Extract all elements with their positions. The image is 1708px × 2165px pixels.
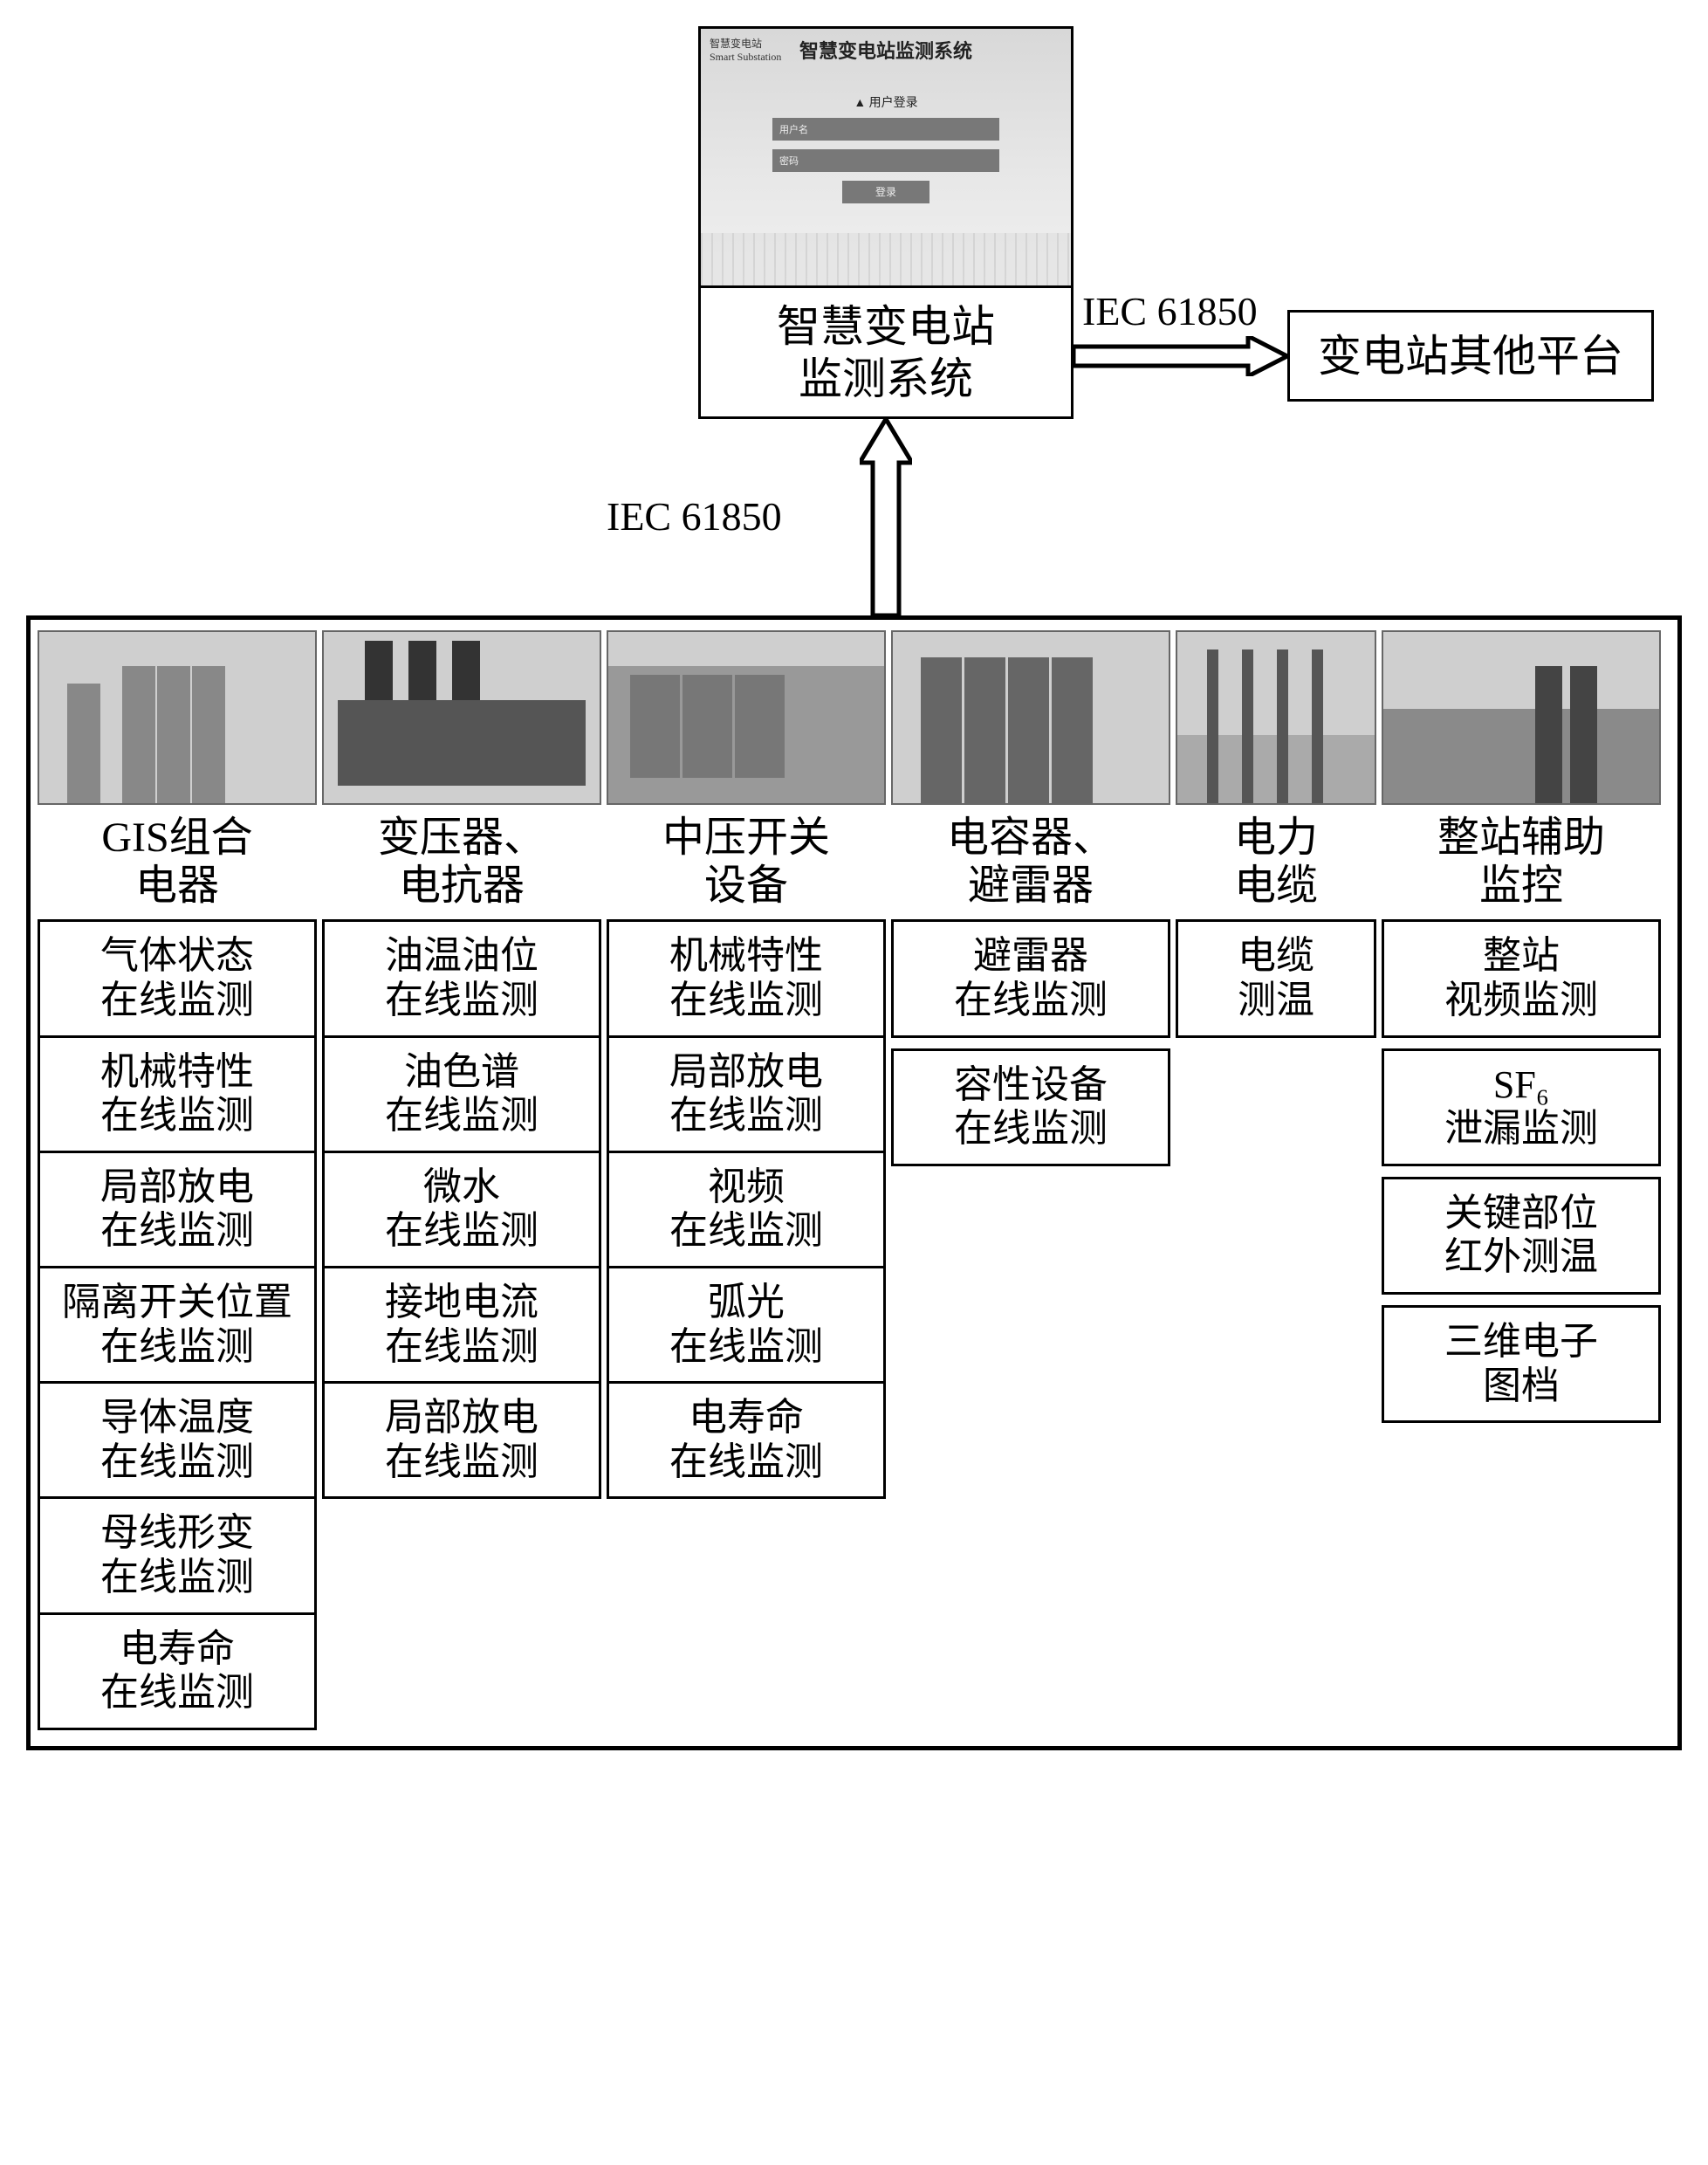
monitoring-item: 气体状态 在线监测 bbox=[38, 919, 317, 1037]
monitoring-item: 隔离开关位置 在线监测 bbox=[38, 1266, 317, 1384]
monitoring-item: 电缆 测温 bbox=[1176, 919, 1376, 1037]
monitoring-item: 三维电子 图档 bbox=[1382, 1305, 1661, 1423]
equipment-image bbox=[322, 630, 601, 805]
login-screenshot: 智慧变电站 Smart Substation 智慧变电站监测系统 ▲ 用户登录 … bbox=[698, 26, 1074, 288]
equipment-image bbox=[607, 630, 886, 805]
equipment-column-title: 变压器、 电抗器 bbox=[322, 814, 601, 910]
monitoring-item: 机械特性 在线监测 bbox=[607, 919, 886, 1037]
login-skyline-decoration bbox=[701, 233, 1071, 285]
other-platform-box: 变电站其他平台 bbox=[1287, 310, 1654, 402]
equipment-column-title: 电力 电缆 bbox=[1176, 814, 1376, 910]
monitoring-item: 导体温度 在线监测 bbox=[38, 1381, 317, 1499]
equipment-column-3: 电容器、 避雷器避雷器 在线监测容性设备 在线监测 bbox=[891, 630, 1170, 1166]
equipment-column-1: 变压器、 电抗器油温油位 在线监测油色谱 在线监测微水 在线监测接地电流 在线监… bbox=[322, 630, 601, 1499]
login-panel: ▲ 用户登录 用户名 密码 登录 bbox=[772, 93, 999, 203]
monitoring-item: 机械特性 在线监测 bbox=[38, 1035, 317, 1153]
monitoring-item: SF₆ 泄漏监测 bbox=[1382, 1048, 1661, 1166]
equipment-column-5: 整站辅助 监控整站 视频监测SF₆ 泄漏监测关键部位 红外测温三维电子 图档 bbox=[1382, 630, 1661, 1423]
monitoring-item: 接地电流 在线监测 bbox=[322, 1266, 601, 1384]
monitoring-item: 母线形变 在线监测 bbox=[38, 1496, 317, 1614]
login-password-field: 密码 bbox=[772, 149, 999, 172]
equipment-image bbox=[1176, 630, 1376, 805]
equipment-column-2: 中压开关 设备机械特性 在线监测局部放电 在线监测视频 在线监测弧光 在线监测电… bbox=[607, 630, 886, 1499]
monitoring-item: 油色谱 在线监测 bbox=[322, 1035, 601, 1153]
monitoring-item: 局部放电 在线监测 bbox=[38, 1151, 317, 1268]
equipment-column-0: GIS组合 电器气体状态 在线监测机械特性 在线监测局部放电 在线监测隔离开关位… bbox=[38, 630, 317, 1730]
login-button: 登录 bbox=[842, 181, 929, 203]
monitoring-item: 避雷器 在线监测 bbox=[891, 919, 1170, 1037]
monitoring-item: 微水 在线监测 bbox=[322, 1151, 601, 1268]
monitoring-item: 电寿命 在线监测 bbox=[607, 1381, 886, 1499]
arrow-up-label: IEC 61850 bbox=[607, 493, 782, 540]
equipment-column-title: 整站辅助 监控 bbox=[1382, 814, 1661, 910]
monitoring-item: 容性设备 在线监测 bbox=[891, 1048, 1170, 1166]
monitoring-item: 电寿命 在线监测 bbox=[38, 1612, 317, 1730]
login-logo: 智慧变电站 Smart Substation bbox=[710, 36, 781, 64]
monitoring-item: 整站 视频监测 bbox=[1382, 919, 1661, 1037]
equipment-image bbox=[1382, 630, 1661, 805]
monitoring-item: 局部放电 在线监测 bbox=[607, 1035, 886, 1153]
equipment-columns-container: GIS组合 电器气体状态 在线监测机械特性 在线监测局部放电 在线监测隔离开关位… bbox=[26, 615, 1682, 1750]
monitoring-item: 油温油位 在线监测 bbox=[322, 919, 601, 1037]
other-platform-label: 变电站其他平台 bbox=[1318, 330, 1623, 382]
monitoring-item: 关键部位 红外测温 bbox=[1382, 1177, 1661, 1295]
arrow-right bbox=[1074, 336, 1287, 376]
monitoring-item: 弧光 在线监测 bbox=[607, 1266, 886, 1384]
equipment-column-title: GIS组合 电器 bbox=[38, 814, 317, 910]
equipment-image bbox=[38, 630, 317, 805]
system-box-label: 智慧变电站 监测系统 bbox=[777, 300, 995, 405]
equipment-column-title: 中压开关 设备 bbox=[607, 814, 886, 910]
monitoring-item: 局部放电 在线监测 bbox=[322, 1381, 601, 1499]
login-username-field: 用户名 bbox=[772, 118, 999, 141]
equipment-column-4: 电力 电缆电缆 测温 bbox=[1176, 630, 1376, 1038]
arrow-right-label: IEC 61850 bbox=[1082, 288, 1258, 334]
equipment-column-title: 电容器、 避雷器 bbox=[891, 814, 1170, 910]
arrow-up bbox=[860, 419, 912, 615]
monitoring-item: 视频 在线监测 bbox=[607, 1151, 886, 1268]
equipment-image bbox=[891, 630, 1170, 805]
login-panel-title: ▲ 用户登录 bbox=[772, 93, 999, 111]
system-box: 智慧变电站 监测系统 bbox=[698, 288, 1074, 419]
